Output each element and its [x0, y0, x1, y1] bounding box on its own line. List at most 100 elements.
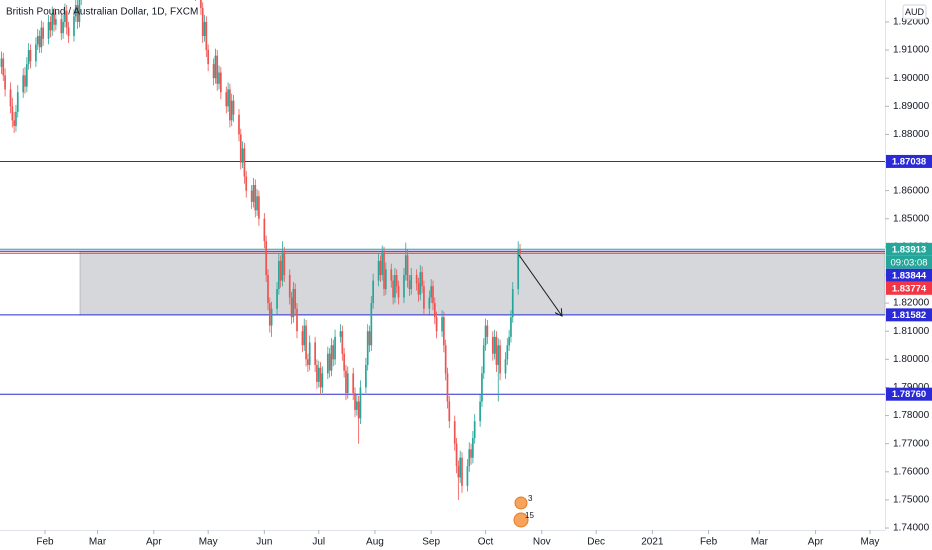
candle-body — [60, 19, 63, 34]
candle-body — [47, 21, 50, 39]
event-icon[interactable] — [513, 512, 529, 528]
event-count[interactable]: 15 — [525, 511, 534, 520]
x-tick-label: May — [199, 537, 218, 548]
candle-body — [49, 21, 52, 31]
x-tick-label: Dec — [587, 537, 605, 548]
candle-body — [394, 274, 396, 298]
candle-body — [482, 345, 485, 374]
x-tick-label: Jul — [312, 537, 325, 548]
candle-body — [499, 345, 501, 374]
candle-body — [316, 364, 318, 382]
candle-body — [508, 336, 510, 346]
resistance-zone — [79, 251, 885, 316]
y-tick-label: 1.91000 — [893, 45, 930, 56]
x-tick-label: May — [860, 537, 879, 548]
candle-body — [417, 283, 420, 295]
candle-body — [229, 89, 231, 121]
price-label: 1.81582 — [892, 310, 926, 321]
candle-body — [472, 438, 474, 458]
event-icon[interactable] — [514, 496, 528, 510]
candle-body — [495, 336, 498, 365]
candle-body — [51, 13, 54, 31]
candle-body — [200, 0, 202, 8]
candle-body — [355, 401, 358, 410]
candle-body — [377, 260, 380, 281]
candle-body — [415, 274, 418, 284]
candle-body — [283, 252, 286, 275]
candle-body — [238, 114, 240, 135]
candle-body — [203, 21, 206, 36]
candle-body — [484, 325, 487, 346]
candle-body — [40, 27, 43, 48]
currency-label[interactable]: AUD — [905, 7, 925, 17]
candle-body — [470, 449, 472, 458]
price-label: 1.83844 — [892, 270, 927, 281]
candle-body — [38, 35, 41, 48]
candle-body — [357, 401, 360, 419]
candle-body — [290, 297, 293, 318]
candle-body — [343, 353, 345, 371]
x-tick-label: 2021 — [641, 537, 664, 548]
candle-body — [256, 196, 258, 211]
price-label: 1.83774 — [892, 283, 927, 294]
candle-body — [421, 272, 423, 287]
candle-body — [216, 55, 219, 84]
candle-body — [403, 274, 405, 298]
candle-body — [390, 269, 393, 281]
candle-body — [352, 373, 355, 394]
candle-body — [435, 317, 438, 332]
price-label-box — [886, 387, 932, 401]
currency-box[interactable] — [902, 4, 927, 20]
y-tick-label: 1.88000 — [893, 129, 930, 140]
candle-body — [326, 353, 329, 374]
candle-body — [493, 336, 496, 354]
candle-body — [406, 255, 409, 281]
candle-body — [443, 317, 445, 346]
candle-body — [473, 421, 476, 439]
candle-body — [243, 148, 246, 177]
candle-body — [301, 331, 304, 346]
y-tick-label: 1.75000 — [893, 495, 930, 506]
candle-body — [67, 27, 70, 36]
candle-body — [53, 13, 55, 25]
candle-body — [201, 7, 204, 36]
candle-body — [227, 89, 229, 107]
candle-body — [404, 255, 407, 275]
y-tick-label: 1.81000 — [893, 326, 930, 337]
candle-body — [276, 289, 278, 309]
zone-layer — [79, 251, 885, 316]
candle-body — [65, 10, 68, 28]
x-tick-label: Aug — [366, 537, 384, 548]
x-tick-label: Apr — [146, 537, 162, 548]
candle-body — [354, 393, 356, 410]
candle-body — [395, 274, 398, 287]
candle-body — [22, 75, 25, 93]
candle-body — [29, 50, 32, 62]
candle-body — [368, 331, 371, 346]
event-count[interactable]: 3 — [528, 494, 533, 503]
candle-body — [468, 449, 471, 467]
candle-body — [218, 72, 220, 84]
candle-body — [230, 100, 233, 121]
x-tick-label: Mar — [751, 537, 769, 548]
candle-body — [292, 289, 295, 318]
candle-body — [479, 401, 481, 422]
candle-body — [241, 148, 244, 163]
x-tick-label: Feb — [36, 537, 54, 548]
candle-body — [245, 176, 248, 191]
candle-body — [481, 373, 483, 402]
candle-body — [381, 252, 384, 275]
candle-body — [279, 260, 282, 281]
candle-body — [504, 359, 507, 374]
candle-body — [2, 58, 5, 76]
candle-body — [35, 44, 37, 62]
candle-body — [392, 280, 394, 298]
candle-body — [341, 331, 344, 354]
candle-body — [455, 443, 458, 467]
y-tick-label: 1.76000 — [893, 466, 930, 477]
candle-body — [254, 185, 257, 211]
candle-body — [448, 401, 451, 422]
candle-body — [212, 64, 215, 79]
